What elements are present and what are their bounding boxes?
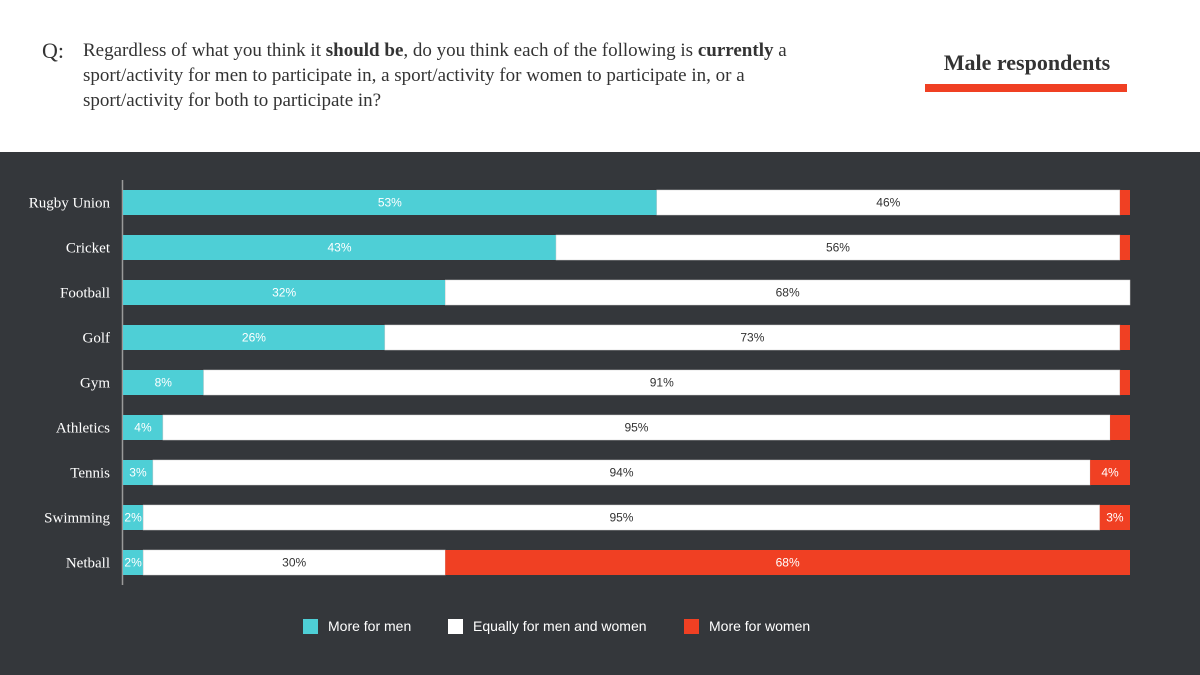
value-label: 26% bbox=[242, 331, 266, 345]
bar-segment-men bbox=[123, 235, 557, 260]
category-label: Swimming bbox=[44, 511, 110, 527]
value-label: 95% bbox=[609, 511, 633, 525]
category-label: Football bbox=[60, 286, 110, 302]
bar-segment-equal bbox=[555, 234, 1121, 261]
bar-segment-equal bbox=[162, 414, 1111, 441]
value-label: 73% bbox=[740, 331, 764, 345]
value-label: 53% bbox=[378, 196, 402, 210]
bar-segment-equal bbox=[444, 279, 1131, 306]
bar-segment-equal bbox=[152, 459, 1091, 486]
value-label: 8% bbox=[155, 376, 173, 390]
value-label: 94% bbox=[609, 466, 633, 480]
legend-label: More for women bbox=[709, 618, 811, 634]
legend-swatch-men bbox=[303, 618, 318, 634]
bar-segment-women bbox=[1099, 505, 1130, 530]
legend-swatch-equal bbox=[448, 618, 463, 634]
category-label: Rugby Union bbox=[29, 196, 111, 212]
question-part: , do you think each of the following is bbox=[403, 40, 698, 61]
legend-item-women: More for women bbox=[684, 618, 810, 634]
value-label: 43% bbox=[327, 241, 351, 255]
question-marker: Q: bbox=[42, 38, 64, 63]
legend-item-equal: Equally for men and women bbox=[448, 618, 647, 634]
bar-segment-women bbox=[1119, 325, 1130, 350]
question-part: a sport/activity for men to participate … bbox=[83, 40, 787, 111]
bar-segment-men bbox=[123, 550, 144, 575]
value-label: 46% bbox=[876, 196, 900, 210]
header: Q: Regardless of what you think it shoul… bbox=[0, 0, 1200, 152]
category-label: Athletics bbox=[56, 421, 110, 437]
value-label: 3% bbox=[1106, 511, 1124, 525]
bar-segment-men bbox=[123, 505, 144, 530]
bar-segment-women bbox=[445, 550, 1130, 575]
legend-label: Equally for men and women bbox=[473, 618, 647, 634]
bar-segment-equal bbox=[142, 549, 446, 576]
question-emphasis: currently bbox=[697, 40, 774, 61]
bar-segment-equal bbox=[142, 504, 1101, 531]
value-label: 68% bbox=[776, 556, 800, 570]
category-label: Netball bbox=[66, 556, 110, 572]
bar-segment-women bbox=[1110, 415, 1130, 440]
value-label: 3% bbox=[129, 466, 147, 480]
category-label: Tennis bbox=[70, 466, 110, 482]
title-underline bbox=[925, 84, 1127, 92]
legend: More for men Equally for men and women M… bbox=[0, 618, 1200, 638]
category-label: Gym bbox=[80, 376, 110, 392]
value-label: 4% bbox=[1101, 466, 1119, 480]
bar-segment-men bbox=[123, 415, 163, 440]
bar-segment-men bbox=[123, 370, 204, 395]
bar-segment-women bbox=[1119, 235, 1130, 260]
bar-segment-men bbox=[123, 325, 385, 350]
value-label: 2% bbox=[124, 511, 142, 525]
bar-segment-women bbox=[1119, 190, 1130, 215]
question-part: Regardless of what you think it bbox=[83, 40, 326, 61]
value-label: 56% bbox=[826, 241, 850, 255]
value-label: 32% bbox=[272, 286, 296, 300]
bar-segment-equal bbox=[203, 369, 1121, 396]
respondents-title: Male respondents bbox=[943, 50, 1111, 75]
bar-segment-women bbox=[1119, 370, 1130, 395]
legend-label: More for men bbox=[328, 618, 412, 634]
bar-segment-women bbox=[1090, 460, 1130, 485]
legend-item-men: More for men bbox=[303, 618, 411, 634]
bar-segment-men bbox=[123, 460, 153, 485]
value-label: 30% bbox=[282, 556, 306, 570]
value-label: 4% bbox=[134, 421, 152, 435]
category-label: Cricket bbox=[66, 241, 111, 257]
question-emphasis: should be bbox=[325, 40, 404, 61]
value-label: 91% bbox=[650, 376, 674, 390]
value-label: 68% bbox=[776, 286, 800, 300]
legend-swatch-women bbox=[684, 618, 699, 634]
bar-segment-equal bbox=[384, 324, 1121, 351]
bar-segment-men bbox=[123, 280, 446, 305]
value-label: 95% bbox=[624, 421, 648, 435]
bar-segment-men bbox=[123, 190, 657, 215]
question-text: Regardless of what you think it should b… bbox=[83, 38, 843, 113]
category-label: Golf bbox=[83, 331, 111, 347]
value-label: 2% bbox=[124, 556, 142, 570]
